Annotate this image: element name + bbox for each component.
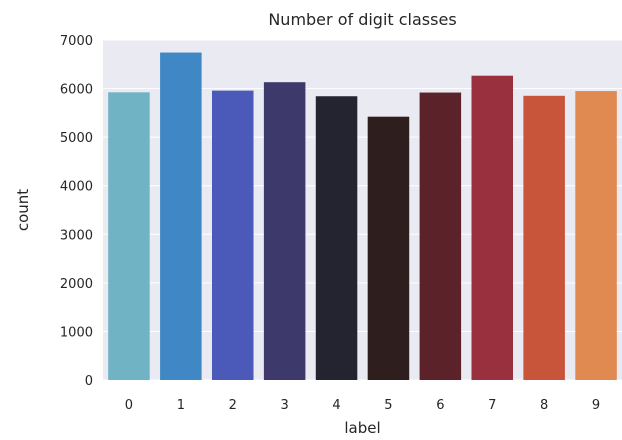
x-tick-label: 9	[592, 398, 600, 413]
bar-4	[315, 96, 358, 380]
x-axis-label: label	[344, 419, 380, 437]
bar-7	[471, 75, 514, 380]
bar-9	[575, 91, 617, 380]
x-tick-label: 4	[332, 398, 340, 413]
y-tick-label: 5000	[60, 131, 93, 146]
bar-1	[160, 52, 202, 380]
x-tick-label: 5	[384, 398, 392, 413]
bar-2	[211, 90, 254, 381]
y-tick-label: 4000	[60, 180, 93, 195]
x-tick-labels: 0 1 2 3 4 5 6 7 8 9	[125, 398, 600, 413]
y-axis-label: count	[14, 189, 32, 231]
x-tick-label: 0	[125, 398, 133, 413]
bars	[108, 52, 617, 381]
bar-3	[263, 82, 306, 381]
bar-6	[419, 92, 462, 380]
x-tick-label: 2	[229, 398, 237, 413]
bar-5	[367, 116, 410, 381]
x-tick-label: 1	[177, 398, 185, 413]
y-tick-label: 2000	[60, 277, 93, 292]
bar-0	[108, 92, 150, 380]
x-tick-label: 3	[281, 398, 289, 413]
x-tick-label: 8	[540, 398, 548, 413]
bar-8	[523, 95, 565, 381]
x-tick-label: 6	[436, 398, 444, 413]
y-tick-label: 1000	[60, 325, 93, 340]
y-tick-label: 3000	[60, 228, 93, 243]
y-tick-label: 7000	[60, 34, 93, 49]
y-tick-label: 6000	[60, 83, 93, 98]
y-tick-label: 0	[85, 374, 93, 389]
chart-title: Number of digit classes	[268, 10, 456, 29]
y-tick-labels: 0 1000 2000 3000 4000 5000 6000 7000	[60, 34, 93, 389]
x-tick-label: 7	[488, 398, 496, 413]
